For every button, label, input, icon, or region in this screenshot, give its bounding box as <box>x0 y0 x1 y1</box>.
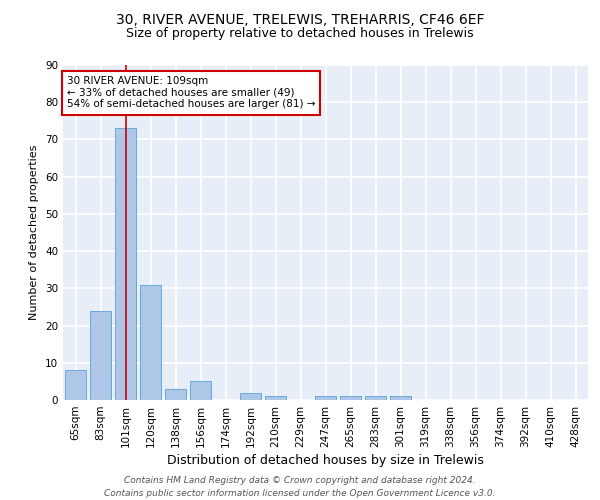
Bar <box>165 389 186 400</box>
Bar <box>315 396 336 400</box>
Bar <box>340 396 361 400</box>
Bar <box>190 382 211 400</box>
Bar <box>265 396 286 400</box>
Bar <box>240 392 261 400</box>
Bar <box>140 284 161 400</box>
Bar <box>390 396 411 400</box>
Bar <box>65 370 86 400</box>
Bar <box>115 128 136 400</box>
Bar <box>365 396 386 400</box>
Text: 30 RIVER AVENUE: 109sqm
← 33% of detached houses are smaller (49)
54% of semi-de: 30 RIVER AVENUE: 109sqm ← 33% of detache… <box>67 76 315 110</box>
Text: 30, RIVER AVENUE, TRELEWIS, TREHARRIS, CF46 6EF: 30, RIVER AVENUE, TRELEWIS, TREHARRIS, C… <box>116 12 484 26</box>
Bar <box>90 310 111 400</box>
X-axis label: Distribution of detached houses by size in Trelewis: Distribution of detached houses by size … <box>167 454 484 467</box>
Y-axis label: Number of detached properties: Number of detached properties <box>29 145 40 320</box>
Text: Contains HM Land Registry data © Crown copyright and database right 2024.
Contai: Contains HM Land Registry data © Crown c… <box>104 476 496 498</box>
Text: Size of property relative to detached houses in Trelewis: Size of property relative to detached ho… <box>126 28 474 40</box>
